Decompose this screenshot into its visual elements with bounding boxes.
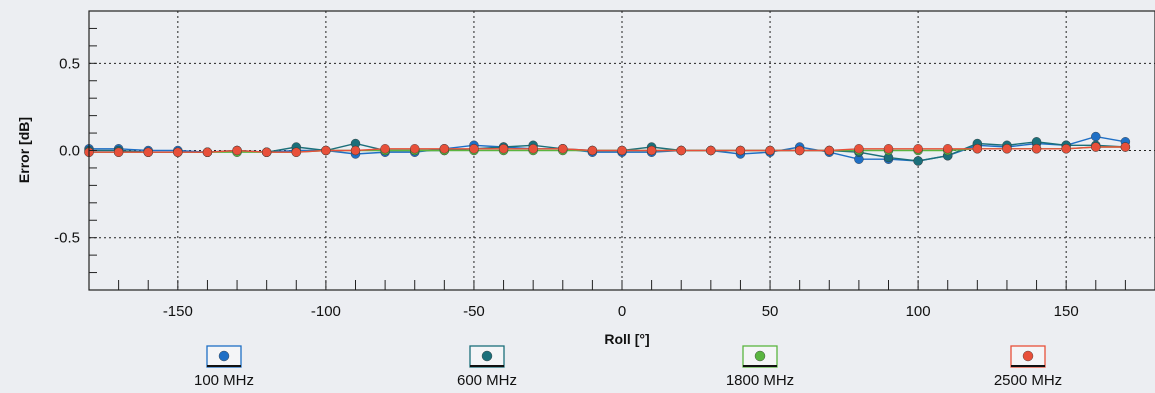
data-point[interactable]: [587, 145, 598, 156]
data-point[interactable]: [1002, 144, 1012, 154]
data-point[interactable]: [972, 144, 983, 154]
legend: 100 MHz 600 MHz 1800 MHz 2500 MHz: [194, 345, 1062, 389]
legend-label: 1800 MHz: [726, 372, 794, 389]
data-point[interactable]: [706, 145, 716, 156]
data-point[interactable]: [173, 147, 183, 157]
legend-marker: [218, 350, 230, 362]
data-point[interactable]: [1091, 142, 1101, 152]
grid-lines: [89, 11, 1155, 290]
x-tick-label: 0: [618, 303, 626, 320]
legend-label: 600 MHz: [457, 372, 517, 389]
data-point[interactable]: [143, 147, 153, 157]
data-point[interactable]: [469, 144, 479, 154]
legend-item[interactable]: 100 MHz: [194, 345, 254, 389]
series-2500-mhz: [84, 142, 1131, 157]
legend-item[interactable]: 2500 MHz: [994, 345, 1062, 389]
data-point[interactable]: [676, 145, 686, 156]
data-point[interactable]: [794, 145, 805, 156]
y-axis-title: Error [dB]: [16, 117, 32, 183]
data-point[interactable]: [943, 144, 953, 154]
data-point[interactable]: [410, 144, 420, 154]
data-point[interactable]: [261, 147, 272, 157]
x-tick-label: 150: [1054, 303, 1079, 320]
data-point[interactable]: [617, 145, 627, 156]
data-point[interactable]: [913, 156, 923, 166]
data-point[interactable]: [113, 147, 124, 157]
data-point[interactable]: [291, 147, 301, 157]
data-point[interactable]: [735, 145, 746, 156]
data-point[interactable]: [321, 145, 331, 156]
data-point[interactable]: [1061, 144, 1071, 154]
series-line: [89, 146, 1126, 153]
data-point[interactable]: [913, 144, 923, 154]
x-tick-label: 100: [906, 303, 931, 320]
y-tick-label: 0.0: [59, 143, 80, 160]
data-point[interactable]: [558, 144, 568, 154]
legend-item[interactable]: 1800 MHz: [726, 345, 794, 389]
data-point[interactable]: [854, 144, 864, 154]
x-tick-label: 50: [762, 303, 779, 320]
data-point[interactable]: [765, 145, 775, 156]
legend-marker: [1022, 350, 1034, 362]
data-point[interactable]: [1091, 131, 1101, 142]
x-axis-title: Roll [°]: [604, 331, 649, 347]
axes: -150 -100 -50 0 50 100 150 0.5 0.0 -0.5: [54, 27, 1126, 320]
data-point[interactable]: [350, 145, 361, 156]
y-tick-label: 0.5: [59, 55, 80, 72]
data-point[interactable]: [498, 144, 509, 154]
legend-marker: [754, 350, 766, 362]
data-point[interactable]: [202, 147, 213, 157]
legend-item[interactable]: 600 MHz: [457, 345, 517, 389]
data-point[interactable]: [1120, 142, 1131, 152]
data-point[interactable]: [824, 145, 834, 156]
legend-marker: [481, 350, 493, 362]
legend-label: 100 MHz: [194, 372, 254, 389]
legend-label: 2500 MHz: [994, 372, 1062, 389]
x-tick-label: -150: [163, 303, 193, 320]
data-point[interactable]: [232, 145, 242, 156]
y-tick-label: -0.5: [54, 230, 80, 247]
series-layer: [84, 131, 1131, 166]
x-tick-label: -100: [311, 303, 341, 320]
data-point[interactable]: [528, 144, 538, 154]
data-point[interactable]: [380, 144, 390, 154]
data-point[interactable]: [1031, 144, 1042, 154]
data-point[interactable]: [883, 144, 894, 154]
data-point[interactable]: [439, 144, 450, 154]
x-tick-label: -50: [463, 303, 485, 320]
data-point[interactable]: [646, 145, 657, 156]
